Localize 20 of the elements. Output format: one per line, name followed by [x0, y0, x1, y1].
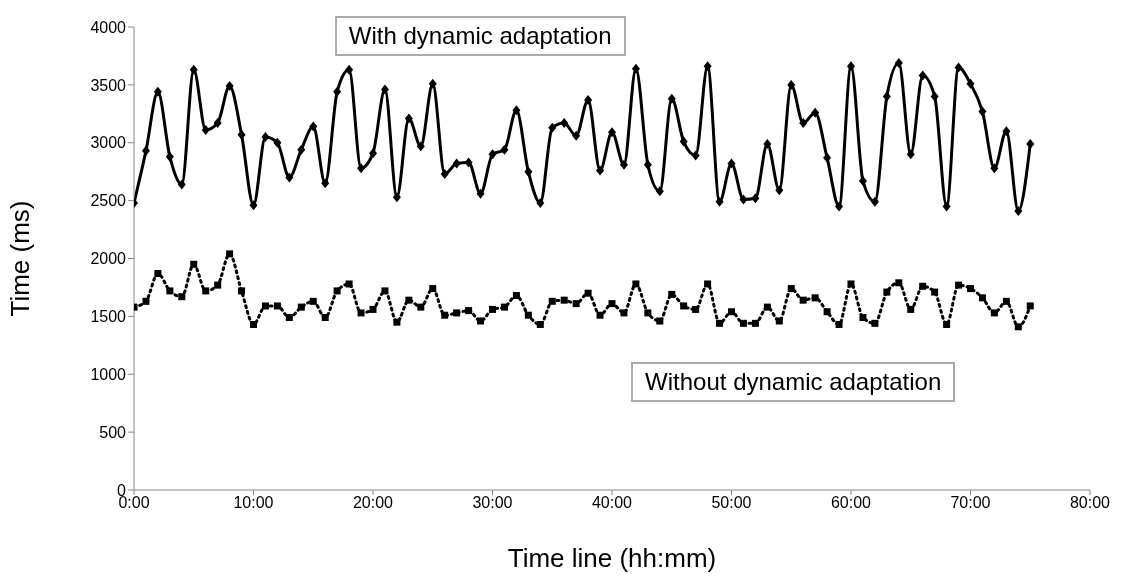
- x-tick-label: 40:00: [591, 494, 633, 512]
- series-label: With dynamic adaptation: [334, 16, 626, 56]
- y-tick-label: 3500: [90, 76, 127, 94]
- y-tick-label: 3000: [90, 134, 127, 152]
- x-tick-label: 70:00: [950, 494, 991, 512]
- x-tick-label: 30:00: [472, 494, 513, 512]
- y-axis-title: Time (ms): [5, 200, 36, 317]
- y-tick-label: 2000: [90, 250, 127, 268]
- y-tick-label: 2500: [90, 192, 127, 210]
- x-tick-label: 10:00: [233, 494, 274, 512]
- series-label: Without dynamic adaptation: [631, 362, 956, 402]
- y-tick-label: 1500: [90, 308, 127, 326]
- y-tick-label: 4000: [90, 18, 127, 36]
- x-tick-label: 50:00: [711, 494, 752, 512]
- y-tick-label: 1000: [90, 365, 127, 383]
- x-tick-label: 20:00: [352, 494, 394, 512]
- x-axis-title: Time line (hh:mm): [507, 543, 717, 573]
- x-tick-label: 80:00: [1069, 494, 1111, 512]
- y-tick-label: 500: [99, 423, 127, 441]
- x-tick-label: 60:00: [830, 494, 872, 512]
